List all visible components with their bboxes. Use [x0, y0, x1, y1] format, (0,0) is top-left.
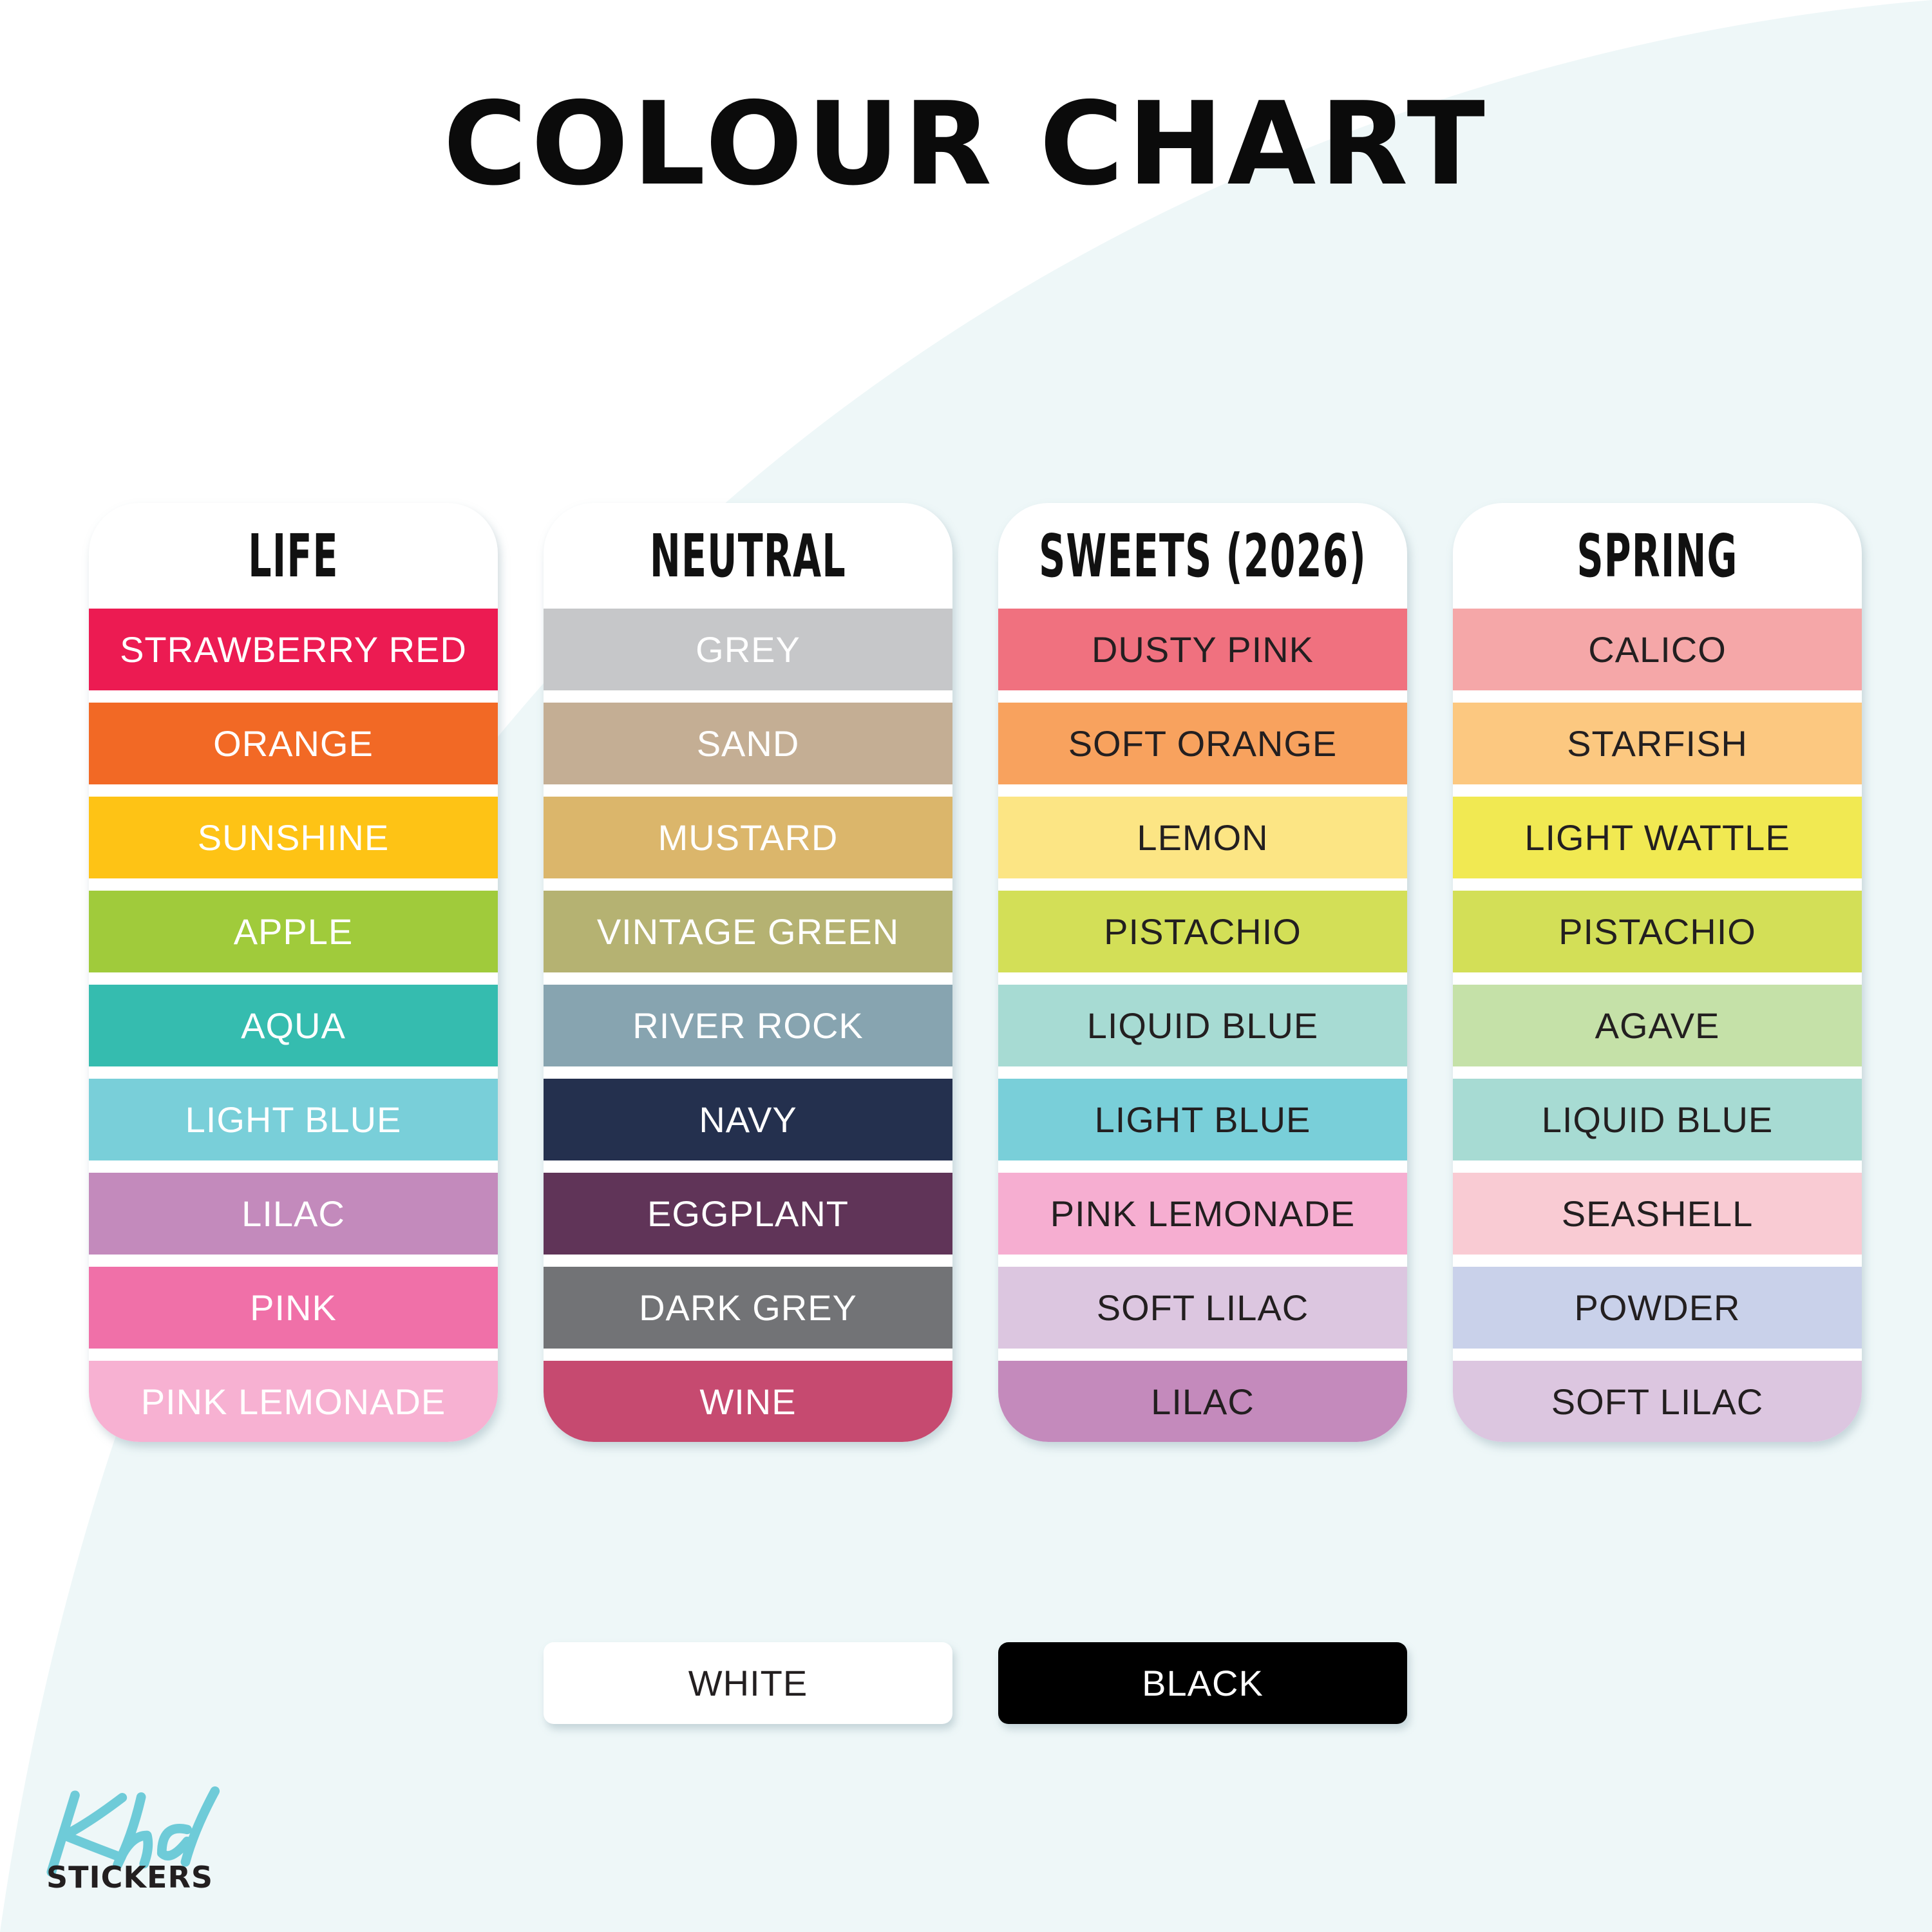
collection-card: NEUTRAL GREY SAND MUSTARD VINTAGE GREEN RIVER… — [544, 503, 952, 1442]
colour-swatch: CALICO — [1453, 609, 1862, 690]
collection-title: LIFE — [248, 521, 339, 591]
colour-swatch: LEMON — [998, 797, 1407, 878]
collection-title: SPRING — [1577, 521, 1738, 591]
colour-swatch: SOFT ORANGE — [998, 703, 1407, 784]
colour-swatch: DUSTY PINK — [998, 609, 1407, 690]
colour-swatch: EGGPLANT — [544, 1173, 952, 1255]
colour-swatch: PINK — [89, 1267, 498, 1349]
colour-swatch: SUNSHINE — [89, 797, 498, 878]
colour-swatch: LILAC — [89, 1173, 498, 1255]
basic-swatch-black: BLACK — [998, 1642, 1407, 1724]
collection-title: NEUTRAL — [649, 521, 847, 591]
colour-swatch: PISTACHIO — [998, 891, 1407, 972]
colour-swatch: NAVY — [544, 1079, 952, 1160]
colour-swatch: DARK GREY — [544, 1267, 952, 1349]
colour-swatch: SEASHELL — [1453, 1173, 1862, 1255]
basic-swatch-white: WHITE — [544, 1642, 952, 1724]
colour-swatch: WINE — [544, 1361, 952, 1442]
colour-swatch: PINK LEMONADE — [998, 1173, 1407, 1255]
colour-swatch: PINK LEMONADE — [89, 1361, 498, 1442]
colour-swatch: LIQUID BLUE — [998, 985, 1407, 1066]
colour-swatch: GREY — [544, 609, 952, 690]
colour-swatch: APPLE — [89, 891, 498, 972]
collection-card: SPRING CALICO STARFISH LIGHT WATTLE PISTACHI… — [1453, 503, 1862, 1442]
colour-swatch: SAND — [544, 703, 952, 784]
colour-swatch: LIGHT BLUE — [998, 1079, 1407, 1160]
colour-swatch: AQUA — [89, 985, 498, 1066]
colour-swatch: RIVER ROCK — [544, 985, 952, 1066]
colour-swatch: STARFISH — [1453, 703, 1862, 784]
colour-swatch: MUSTARD — [544, 797, 952, 878]
collection-title: SWEETS (2026) — [1039, 521, 1367, 591]
colour-swatch: LIGHT WATTLE — [1453, 797, 1862, 878]
colour-swatch: STRAWBERRY RED — [89, 609, 498, 690]
colour-swatch: SOFT LILAC — [998, 1267, 1407, 1349]
colour-swatch: ORANGE — [89, 703, 498, 784]
colour-swatch: VINTAGE GREEN — [544, 891, 952, 972]
colour-swatch: LIQUID BLUE — [1453, 1079, 1862, 1160]
colour-swatch: AGAVE — [1453, 985, 1862, 1066]
colour-swatch: LILAC — [998, 1361, 1407, 1442]
logo-text: STICKERS — [46, 1860, 214, 1895]
collection-card: LIFE STRAWBERRY RED ORANGE SUNSHINE APPLE AQU… — [89, 503, 498, 1442]
colour-swatch: LIGHT BLUE — [89, 1079, 498, 1160]
colour-swatch: SOFT LILAC — [1453, 1361, 1862, 1442]
colour-swatch: POWDER — [1453, 1267, 1862, 1349]
khd-logo-icon — [46, 1786, 220, 1877]
page-title: COLOUR CHART — [443, 77, 1489, 211]
colour-swatch: PISTACHIO — [1453, 891, 1862, 972]
collection-card: SWEETS (2026) DUSTY PINK SOFT ORANGE LEMON P… — [998, 503, 1407, 1442]
